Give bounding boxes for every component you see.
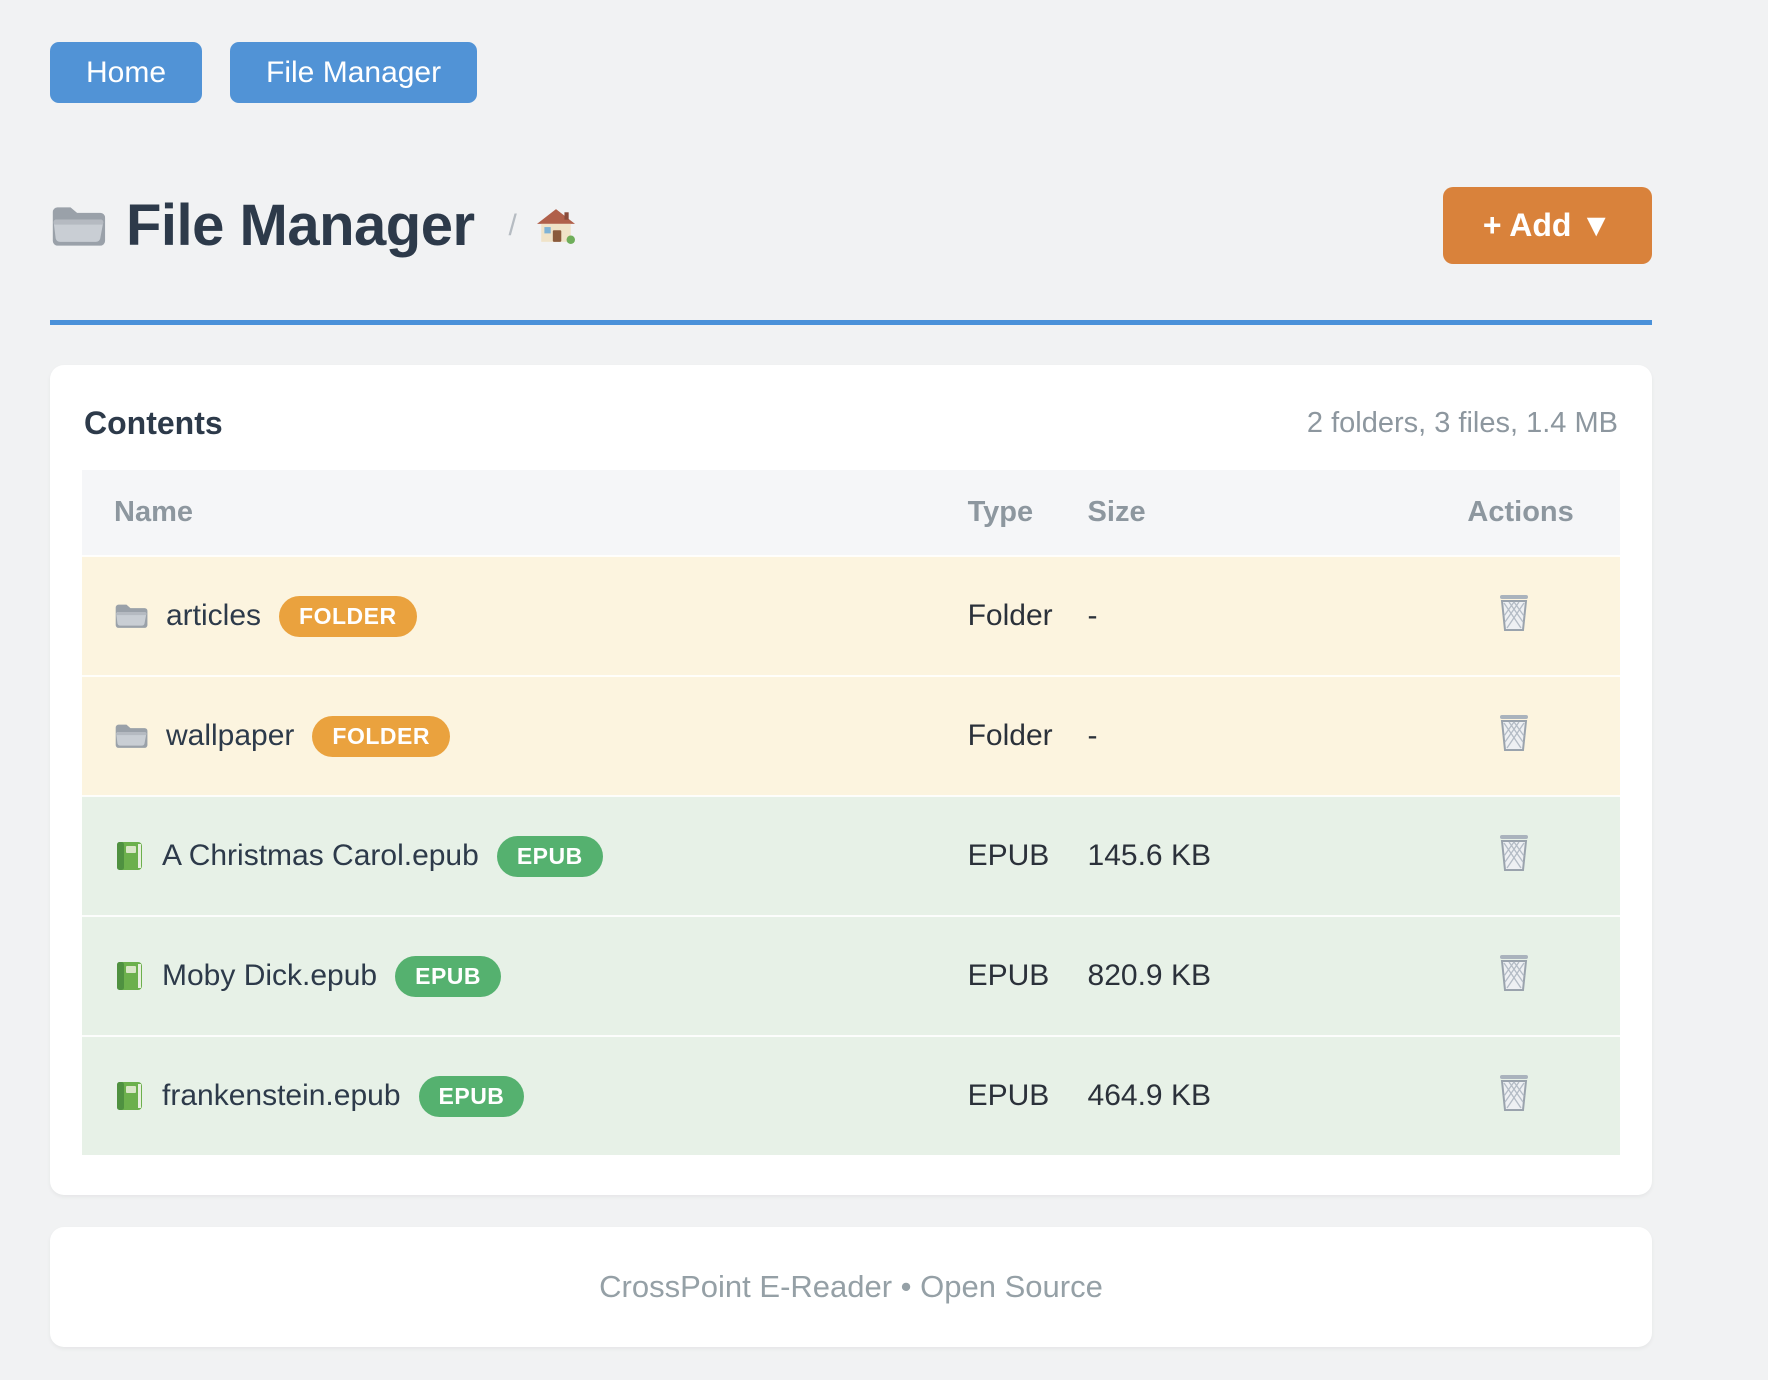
file-size: - [1087,719,1098,752]
file-type-icon-slot [114,602,148,630]
delete-button[interactable] [1497,592,1531,632]
file-badge: EPUB [496,835,603,877]
trash-icon [1500,1075,1529,1111]
column-header-actions: Actions [1435,470,1620,556]
file-name[interactable]: articles [166,599,262,632]
file-table: Name Type Size Actions articles FOLDER F… [82,470,1620,1155]
file-size: 145.6 KB [1087,839,1211,872]
delete-button[interactable] [1497,832,1531,872]
table-row: Moby Dick.epub EPUB EPUB 820.9 KB [82,916,1620,1036]
table-body: articles FOLDER Folder - [82,556,1620,1155]
delete-button[interactable] [1497,952,1531,992]
title-group: File Manager / [50,192,575,259]
file-type: Folder [967,719,1053,752]
file-badge: FOLDER [279,595,417,637]
nav-button-file-manager[interactable]: File Manager [230,42,478,103]
footer: CrossPoint E-Reader • Open Source [50,1227,1652,1347]
delete-button[interactable] [1497,712,1531,752]
table-row: wallpaper FOLDER Folder - [82,676,1620,796]
file-badge: EPUB [418,1075,525,1117]
file-name[interactable]: frankenstein.epub [162,1079,401,1112]
column-header-type: Type [935,470,1056,556]
green-book-icon [117,1082,142,1110]
column-header-name: Name [82,470,936,556]
file-name[interactable]: A Christmas Carol.epub [162,839,479,872]
file-size: - [1087,599,1098,632]
name-cell: frankenstein.epub EPUB [114,1075,904,1117]
folder-icon [115,604,148,628]
trash-icon [1500,835,1529,871]
table-row: articles FOLDER Folder - [82,556,1620,676]
trash-icon [1500,715,1529,751]
title-underline [50,320,1652,325]
file-type: EPUB [967,959,1050,992]
column-header-size: Size [1055,470,1436,556]
table-row: frankenstein.epub EPUB EPUB 464.9 KB [82,1036,1620,1155]
file-type-icon-slot [114,722,148,750]
folder-icon [52,206,106,246]
green-book-icon [117,842,142,870]
contents-summary: 2 folders, 3 files, 1.4 MB [1306,407,1618,439]
contents-card-header: Contents 2 folders, 3 files, 1.4 MB [84,405,1618,442]
add-button[interactable]: + Add ▼ [1442,187,1652,264]
file-badge: EPUB [395,955,502,997]
title-row: File Manager / + Add ▼ [50,187,1652,264]
green-book-icon [117,962,142,990]
file-type-icon-slot [114,1080,144,1112]
trash-icon [1500,955,1529,991]
file-type-icon-slot [114,960,144,992]
name-cell: articles FOLDER [114,595,904,637]
file-type-icon-slot [114,840,144,872]
file-type: EPUB [967,839,1050,872]
file-size: 820.9 KB [1087,959,1211,992]
page-title: File Manager [126,193,475,258]
folder-icon [115,724,148,748]
file-size: 464.9 KB [1087,1079,1211,1112]
name-cell: Moby Dick.epub EPUB [114,955,904,997]
contents-card: Contents 2 folders, 3 files, 1.4 MB Name… [50,365,1652,1195]
breadcrumb-separator: / [508,208,517,242]
top-nav: Home File Manager [50,42,1652,103]
file-type: EPUB [967,1079,1050,1112]
file-table-head: Name Type Size Actions [82,470,1620,556]
table-row: A Christmas Carol.epub EPUB EPUB 145.6 K… [82,796,1620,916]
file-name[interactable]: Moby Dick.epub [162,959,378,992]
footer-text: CrossPoint E-Reader • Open Source [599,1269,1103,1304]
name-cell: wallpaper FOLDER [114,715,904,757]
page: Home File Manager File Manager / + Add ▼ [50,42,1652,1347]
section-title: Contents [84,405,223,441]
file-badge: FOLDER [312,715,450,757]
nav-button-home[interactable]: Home [50,42,203,103]
name-cell: A Christmas Carol.epub EPUB [114,835,904,877]
home-icon[interactable] [536,208,575,244]
file-name[interactable]: wallpaper [166,719,295,752]
delete-button[interactable] [1497,1072,1531,1112]
trash-icon [1500,595,1529,631]
file-type: Folder [967,599,1053,632]
